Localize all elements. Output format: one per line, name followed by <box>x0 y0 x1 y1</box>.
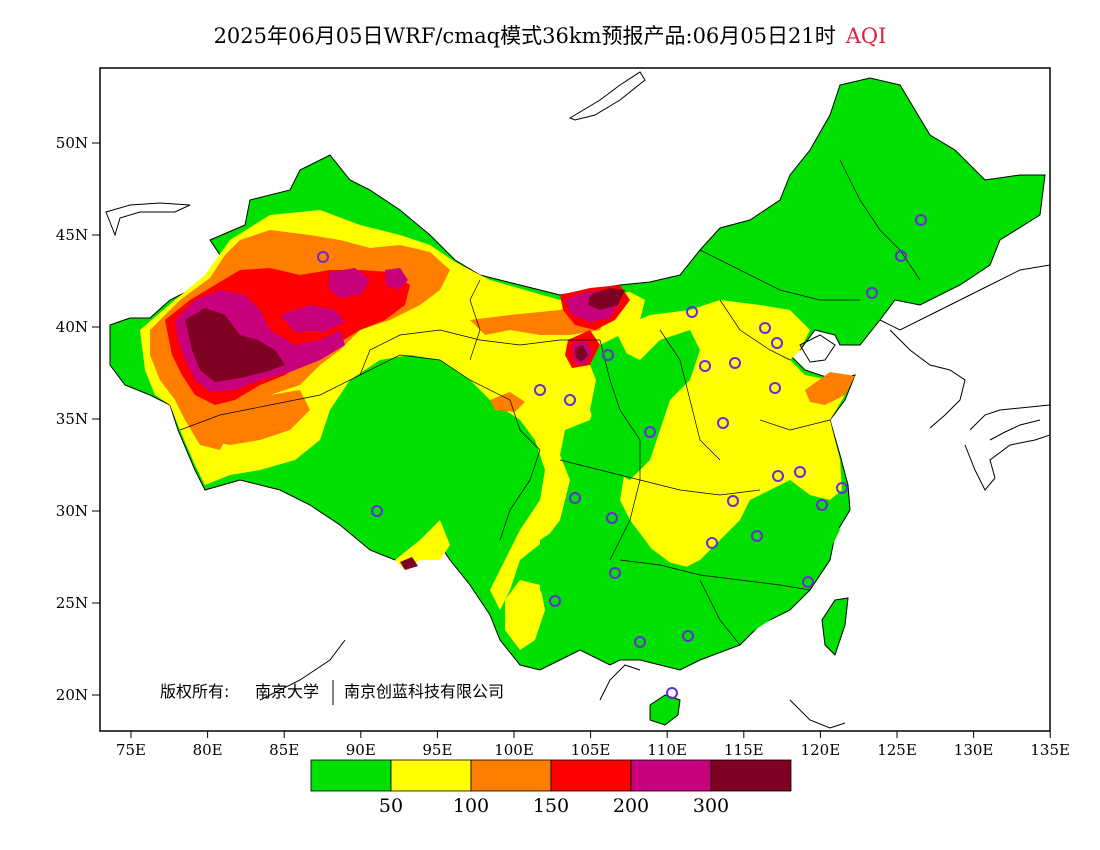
colorbar-swatch <box>710 759 792 792</box>
lon-tick-label: 75E <box>116 741 146 759</box>
colorbar-label: 100 <box>453 795 489 817</box>
zone-good-qaidam <box>330 405 530 540</box>
map-title: 2025年06月05日WRF/cmaq模式36km预报产品:06月05日21时 A… <box>0 20 1100 50</box>
station-markers <box>317 214 927 699</box>
province-boundaries <box>179 159 921 646</box>
lon-tick-label: 130E <box>954 741 994 759</box>
lon-tick-label: 110E <box>647 741 687 759</box>
colorbar-swatch <box>550 759 632 792</box>
colorbar-label: 200 <box>613 795 649 817</box>
lat-tick-label: 35N <box>56 410 88 428</box>
copyright-prefix: 版权所有: <box>160 682 229 701</box>
lon-tick-label: 120E <box>801 741 841 759</box>
colorbar-label: 50 <box>379 795 403 817</box>
copyright-owner1: 南京大学 <box>255 682 319 701</box>
zone-hazardous-ningxia <box>588 288 625 310</box>
lon-tick-label: 95E <box>422 741 452 759</box>
lat-tick-label: 50N <box>56 134 88 152</box>
latitude-axis: 50N 45N 40N 35N 30N 25N 20N <box>56 134 100 704</box>
zone-very-unhealthy-north2 <box>385 268 408 290</box>
lon-tick-label: 115E <box>724 741 764 759</box>
lon-tick-label: 90E <box>346 741 376 759</box>
colorbar-swatch <box>310 759 392 792</box>
lat-tick-label: 45N <box>56 226 88 244</box>
title-variable: AQI <box>845 24 887 48</box>
taiwan-island <box>821 597 849 656</box>
copyright-owner2: 南京创蓝科技有限公司 <box>344 682 504 701</box>
lat-tick-label: 30N <box>56 502 88 520</box>
lon-tick-label: 135E <box>1030 741 1070 759</box>
longitude-axis: 75E 80E 85E 90E 95E 100E 105E 110E 115E 120E 125E 1… <box>116 731 1070 759</box>
lat-tick-label: 40N <box>56 318 88 336</box>
neighbour-coastlines <box>105 71 1050 729</box>
lon-tick-label: 125E <box>877 741 917 759</box>
hainan-island <box>649 694 681 726</box>
zone-usg-ne-spot <box>805 372 855 405</box>
copyright-note: 版权所有: 南京大学 南京创蓝科技有限公司 <box>160 680 504 705</box>
lon-tick-label: 80E <box>193 741 223 759</box>
colorbar-swatch <box>390 759 472 792</box>
zone-hazardous-yinchuan <box>575 345 588 362</box>
zone-very-unhealthy-north <box>328 268 370 298</box>
zone-hazardous-west <box>185 308 285 382</box>
zone-moderate-south <box>395 520 450 570</box>
zone-moderate-sw <box>505 580 545 650</box>
lon-tick-label: 105E <box>571 741 611 759</box>
colorbar-swatch <box>470 759 552 792</box>
zone-hazardous-tibet <box>400 557 418 570</box>
colorbar: 50 100 150 200 300 <box>310 759 792 817</box>
lat-tick-label: 20N <box>56 686 88 704</box>
zone-very-unhealthy-mid <box>280 305 345 332</box>
title-text: 2025年06月05日WRF/cmaq模式36km预报产品:06月05日21时 <box>213 24 836 48</box>
lon-tick-label: 85E <box>269 741 299 759</box>
colorbar-label: 300 <box>693 795 729 817</box>
map-frame <box>99 67 1051 732</box>
zone-good-central <box>590 330 700 480</box>
lon-tick-label: 100E <box>494 741 534 759</box>
zone-usg-tibet-spot <box>490 392 525 412</box>
colorbar-swatch <box>630 759 712 792</box>
lat-tick-label: 25N <box>56 594 88 612</box>
colorbar-label: 150 <box>533 795 569 817</box>
map-layers <box>105 71 1050 729</box>
zone-good-south <box>540 510 840 660</box>
